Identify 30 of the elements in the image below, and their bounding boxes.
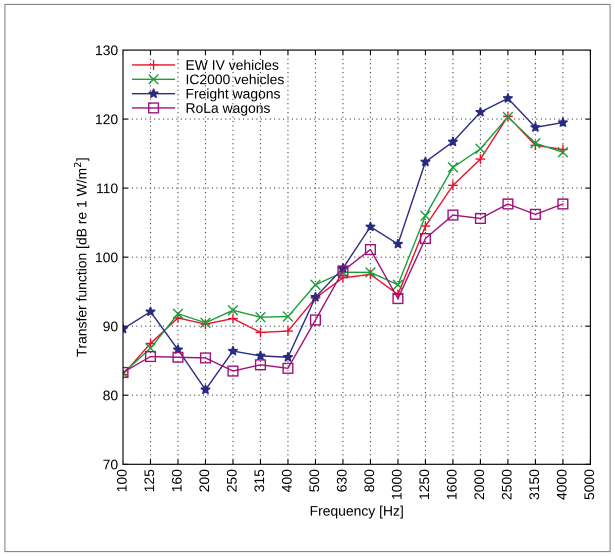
- x-tick-label: 160: [172, 470, 182, 492]
- y-tick-label: 120: [96, 114, 118, 124]
- x-tick-label: 1000: [392, 470, 402, 499]
- y-tick-label: 100: [96, 252, 118, 262]
- x-tick-label: 1250: [419, 470, 430, 499]
- legend-label: Freight wagons: [186, 88, 280, 102]
- x-tick-label: 630: [336, 470, 347, 492]
- y-axis-title: Transfer function [dB re 1 W/m$^{2}$]: [74, 158, 90, 357]
- x-axis-title: Frequency [Hz]: [310, 506, 403, 519]
- x-tick-label: 200: [199, 470, 210, 492]
- y-tick-label: 80: [103, 390, 118, 400]
- x-tick-label: 3150: [529, 470, 540, 500]
- x-tick-label: 1600: [446, 470, 457, 499]
- legend-label: IC2000 vehicles: [186, 74, 284, 84]
- y-tick-label: 90: [103, 322, 118, 332]
- x-tick-label: 125: [144, 470, 154, 492]
- x-tick-label: 4000: [556, 470, 567, 500]
- x-tick-label: 800: [364, 470, 374, 492]
- legend-label: RoLa wagons: [186, 103, 270, 116]
- x-tick-label: 500: [309, 470, 320, 492]
- x-tick-label: 2500: [502, 470, 512, 500]
- x-tick-label: 400: [282, 470, 292, 492]
- legend-label: EW IV vehicles: [186, 60, 278, 70]
- y-tick-label: 110: [97, 183, 118, 194]
- x-tick-label: 2000: [474, 470, 484, 500]
- y-tick-label: 130: [96, 45, 118, 56]
- x-tick-label: 5000: [584, 470, 594, 500]
- y-tick-label: 70: [103, 460, 118, 470]
- x-tick-label: 315: [254, 470, 264, 492]
- x-tick-label: 250: [226, 470, 237, 492]
